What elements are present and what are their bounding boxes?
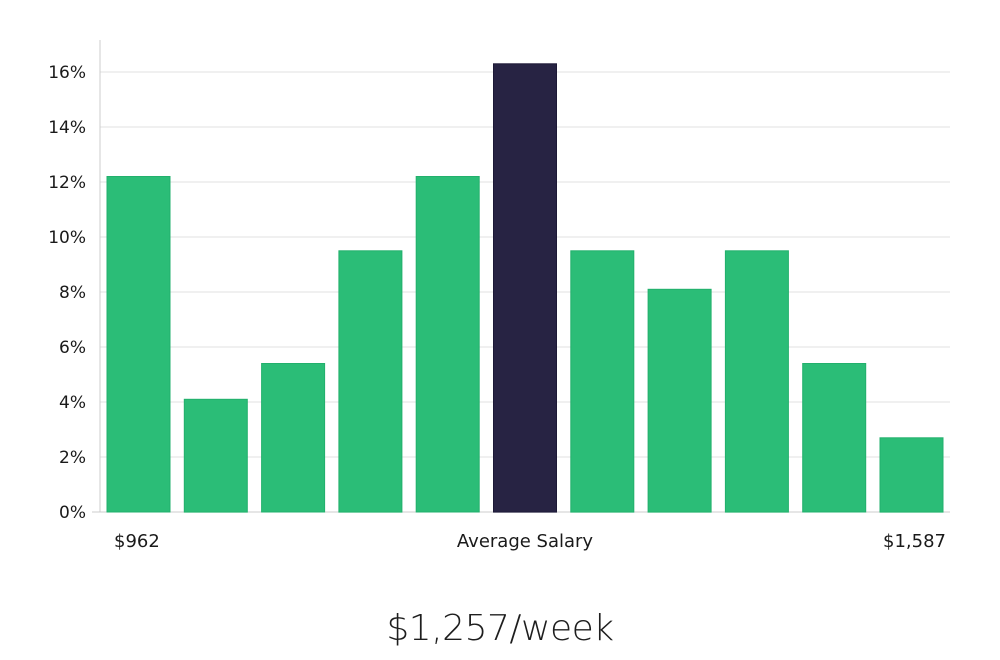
salary-histogram: 0% 2% 4% 6% 8% 10% 12% 14% 16% $962 Average Sala… (48, 40, 950, 552)
bar (879, 437, 944, 513)
y-tick-label: 14% (48, 118, 86, 138)
y-axis-ticks: 0% 2% 4% 6% 8% 10% 12% 14% 16% (48, 63, 86, 523)
bar (261, 363, 326, 513)
bar (415, 176, 480, 513)
y-tick-label: 2% (59, 448, 86, 468)
y-tick-label: 10% (48, 228, 86, 248)
bars (106, 63, 944, 513)
bar (106, 176, 171, 513)
bar (183, 398, 248, 513)
bar (647, 288, 712, 513)
bar (570, 250, 635, 513)
bar (802, 363, 867, 513)
y-tick-label: 12% (48, 173, 86, 193)
y-tick-label: 16% (48, 63, 86, 83)
average-salary-value: $1,257/week (386, 608, 614, 649)
x-label-center: Average Salary (457, 531, 594, 552)
y-tick-label: 8% (59, 283, 86, 303)
y-tick-label: 4% (59, 393, 86, 413)
bar-average-salary (493, 63, 557, 513)
x-label-min: $962 (114, 531, 160, 552)
y-tick-label: 6% (59, 338, 86, 358)
bar (724, 250, 789, 513)
x-label-max: $1,587 (883, 531, 946, 552)
y-tick-label: 0% (59, 503, 86, 523)
bar (338, 250, 403, 513)
